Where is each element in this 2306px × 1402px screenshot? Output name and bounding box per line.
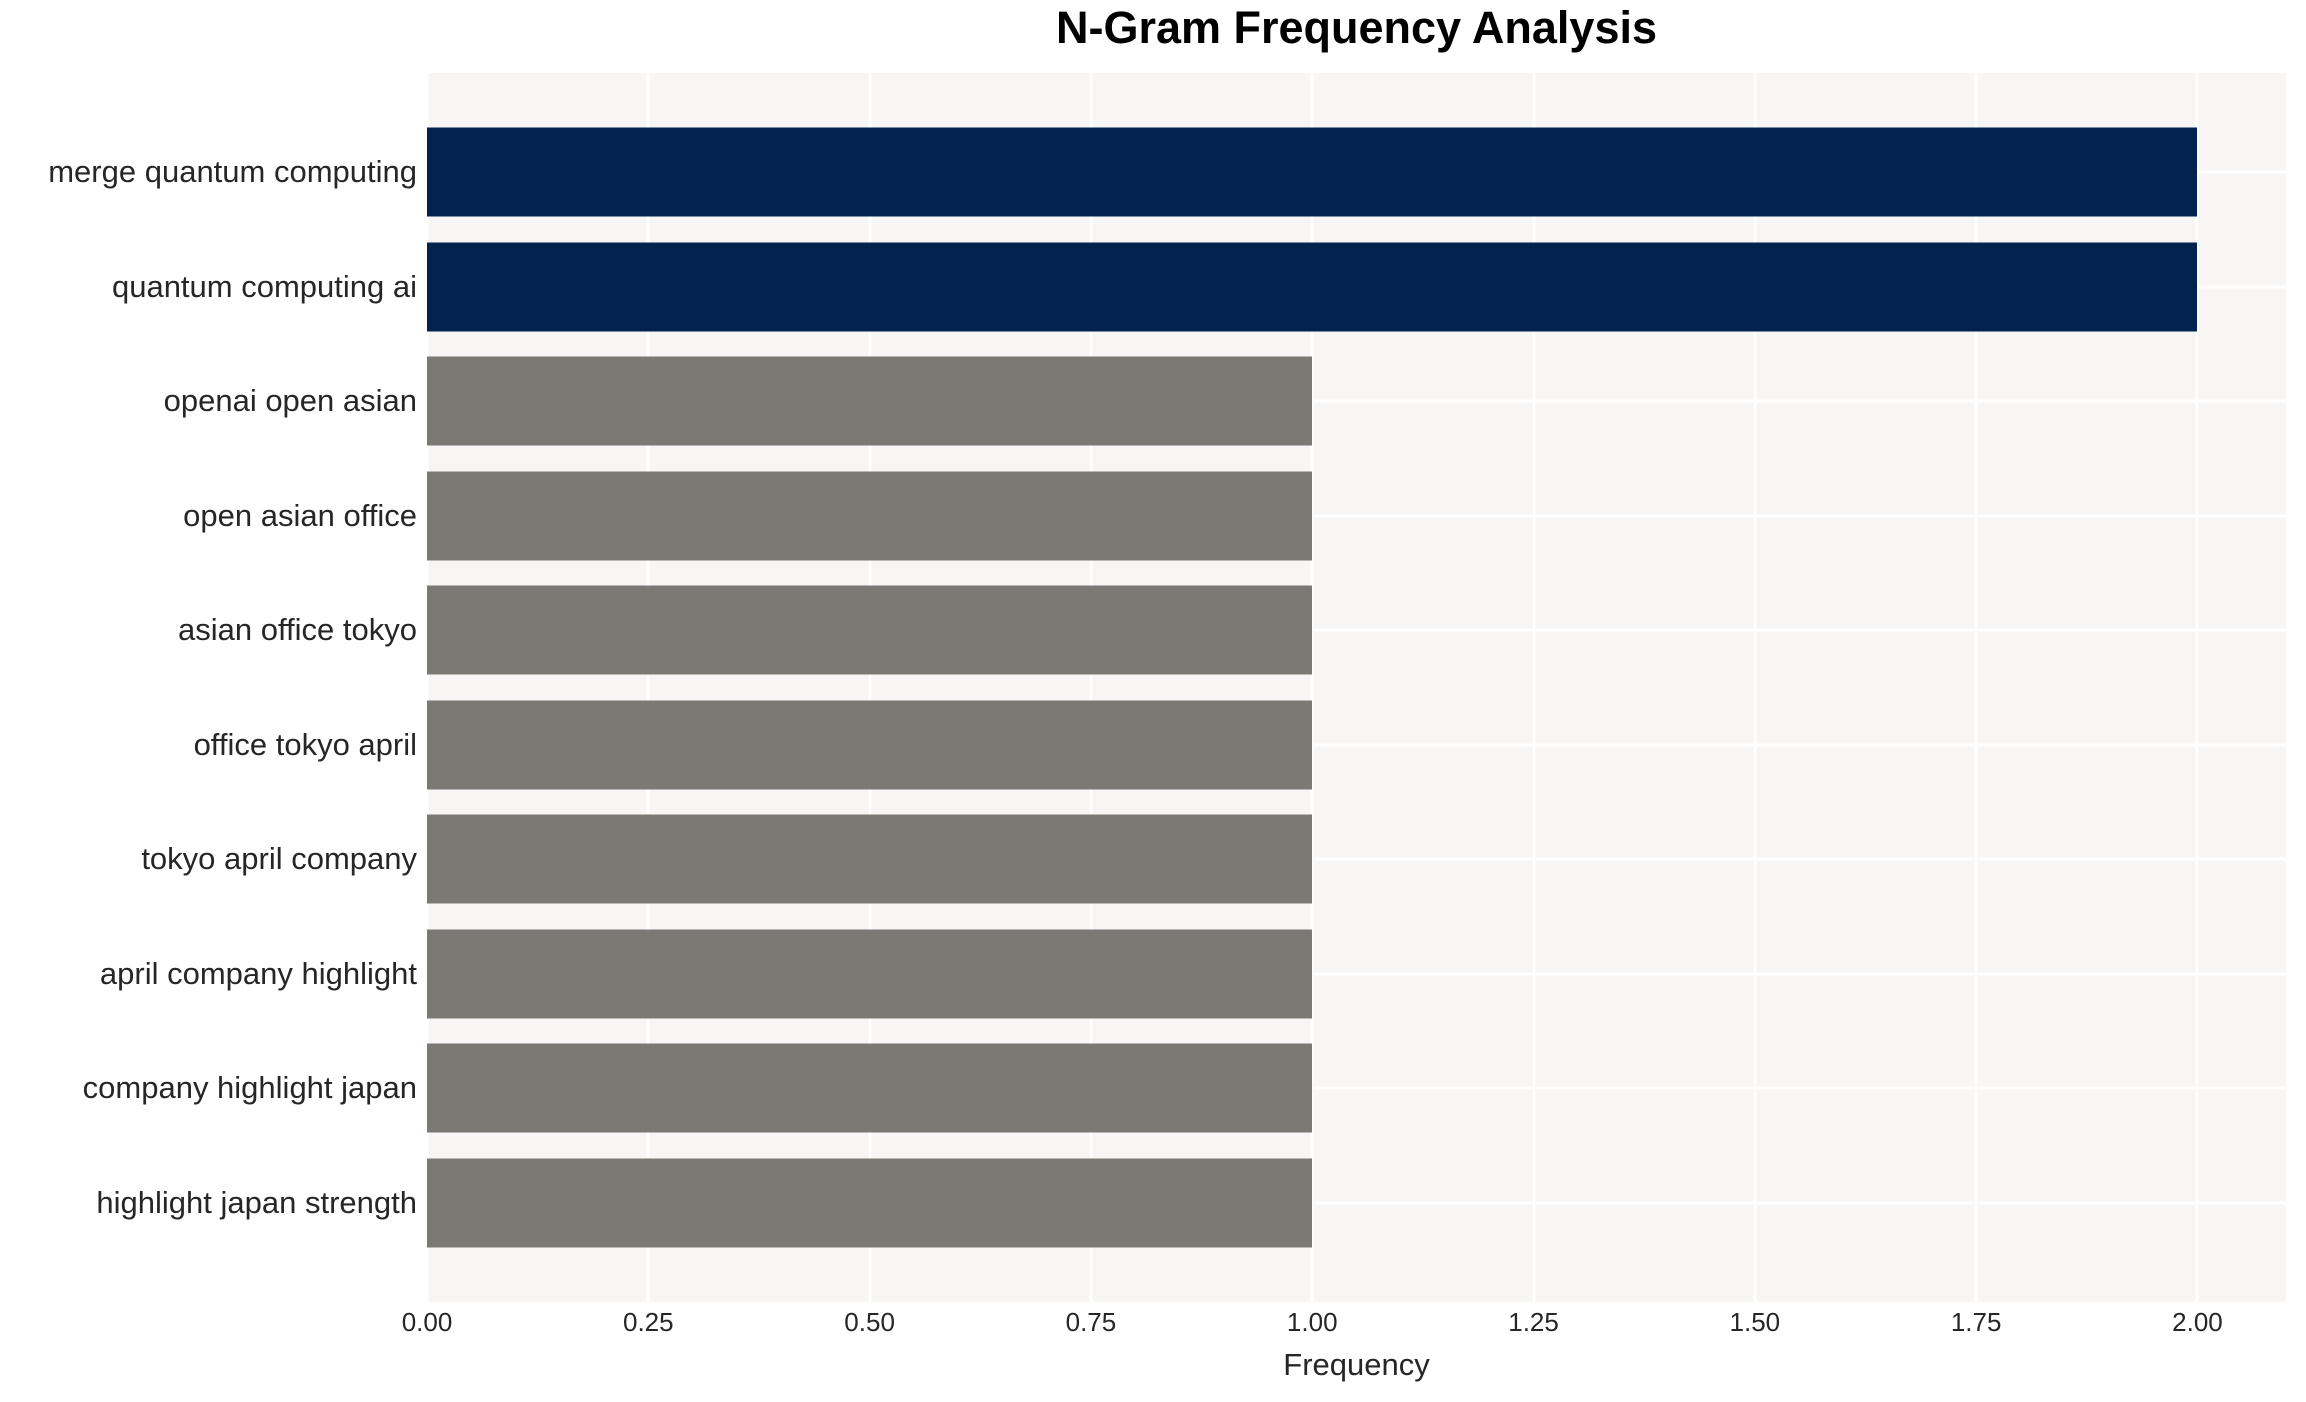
y-tick-label: office tokyo april <box>193 726 417 762</box>
y-tick-label: highlight japan strength <box>96 1184 417 1220</box>
x-tick-label: 0.75 <box>1065 1307 1117 1337</box>
vertical-gridline-2.00 <box>2195 73 2199 1302</box>
chart-row <box>427 802 2286 917</box>
y-tick-label: quantum computing ai <box>111 268 417 304</box>
horizontal-gridline <box>427 399 2286 403</box>
chart-row <box>427 344 2286 459</box>
horizontal-gridline <box>427 972 2286 976</box>
horizontal-gridline <box>427 1201 2286 1205</box>
x-tick-label: 1.75 <box>1950 1307 2002 1337</box>
chart-row <box>427 459 2286 574</box>
x-tick-label: 0.25 <box>622 1307 674 1337</box>
bar <box>427 585 1313 675</box>
chart-title: N-Gram Frequency Analysis <box>1055 2 1658 53</box>
horizontal-gridline <box>427 1086 2286 1090</box>
bar <box>427 700 1313 790</box>
plot-area <box>425 73 2286 1302</box>
vertical-gridline-1.50 <box>1753 73 1757 1302</box>
y-axis: merge quantum computing quantum computing… <box>0 73 427 1302</box>
y-tick-label: april company highlight <box>99 955 417 991</box>
vertical-gridline-0.50 <box>868 73 872 1302</box>
chart-row <box>427 688 2286 803</box>
x-axis: 0.00 0.25 0.50 0.75 1.00 1.25 1.50 1.75 2.00 <box>402 1307 2286 1343</box>
vertical-gridline-1.75 <box>1974 73 1978 1302</box>
y-tick-label: open asian office <box>183 497 417 533</box>
x-tick-label: 1.00 <box>1286 1307 1338 1337</box>
y-tick-label: openai open asian <box>163 383 417 419</box>
vertical-gridline-0.00 <box>425 73 429 1302</box>
vertical-gridline-1.00 <box>1310 73 1314 1302</box>
x-tick-label: 1.50 <box>1729 1307 1781 1337</box>
bar <box>427 471 1313 561</box>
bar <box>427 242 2198 332</box>
horizontal-gridline <box>427 743 2286 747</box>
x-axis-title: Frequency <box>1283 1347 1430 1382</box>
y-tick-label: company highlight japan <box>82 1070 417 1106</box>
y-tick-label: tokyo april company <box>141 841 417 877</box>
vertical-gridline-0.25 <box>646 73 650 1302</box>
bar <box>427 127 2198 217</box>
horizontal-gridline <box>427 514 2286 518</box>
vertical-gridline-0.75 <box>1089 73 1093 1302</box>
y-axis-labels: merge quantum computing quantum computing… <box>0 73 427 1302</box>
chart-row <box>427 917 2286 1032</box>
y-tick-label: asian office tokyo <box>178 612 417 648</box>
horizontal-gridline <box>427 628 2286 632</box>
chart-row <box>427 1146 2286 1261</box>
bar <box>427 356 1313 446</box>
bar <box>427 814 1313 904</box>
bar <box>427 1043 1313 1133</box>
x-tick-label: 1.25 <box>1508 1307 1559 1337</box>
chart-row <box>427 115 2286 230</box>
x-tick-label: 2.00 <box>2172 1307 2223 1337</box>
chart-row <box>427 573 2286 688</box>
x-tick-label: 0.50 <box>844 1307 895 1337</box>
horizontal-gridline <box>427 857 2286 861</box>
bar <box>427 929 1313 1019</box>
bar-rows <box>427 73 2286 1302</box>
y-tick-label: merge quantum computing <box>48 154 417 190</box>
chart-row <box>427 230 2286 345</box>
vertical-gridline-1.25 <box>1532 73 1536 1302</box>
chart-row <box>427 1031 2286 1146</box>
bar <box>427 1158 1313 1248</box>
x-tick-label: 0.00 <box>401 1307 453 1337</box>
